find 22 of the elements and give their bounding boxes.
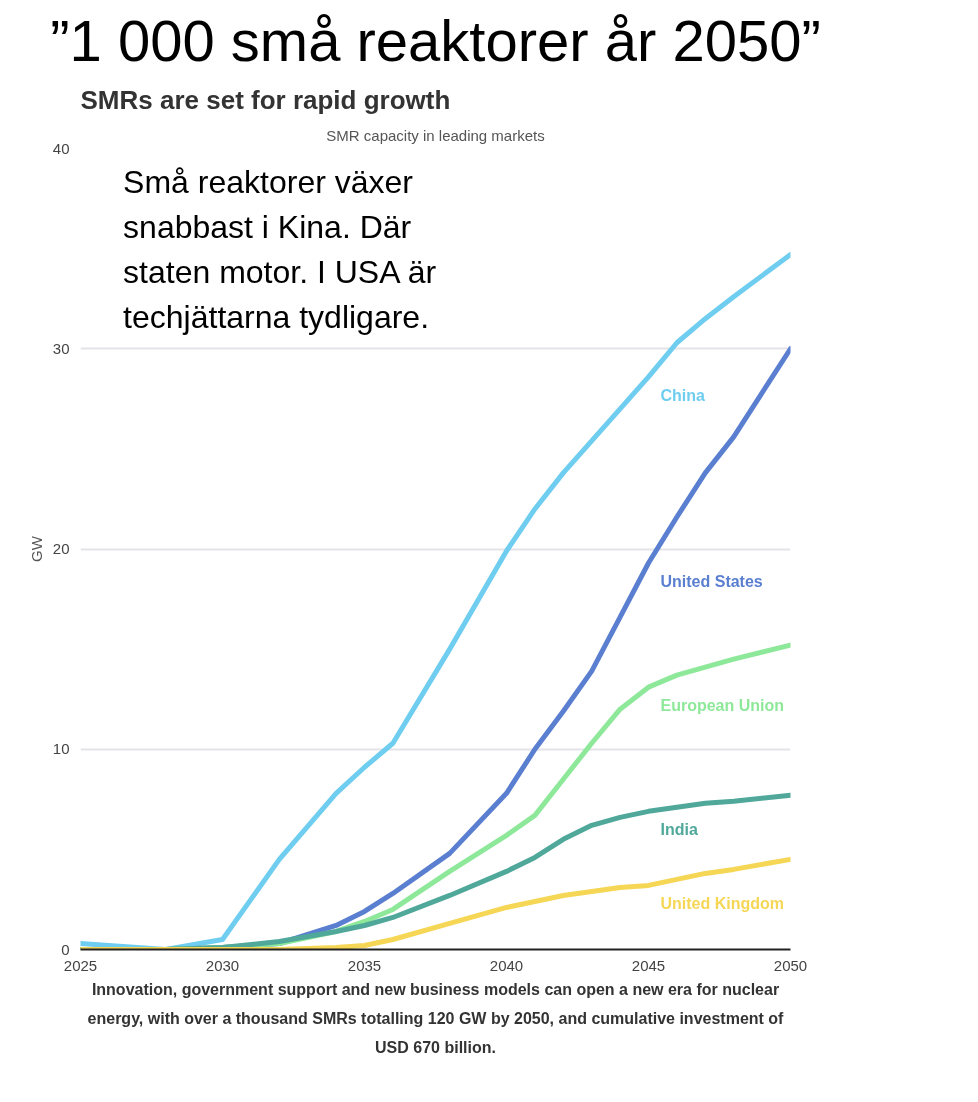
y-axis-title: GW <box>27 535 45 562</box>
y-tick-label: 30 <box>52 339 70 357</box>
y-tick-label: 40 <box>52 139 70 157</box>
text: SMR capacity in leading markets <box>326 126 545 144</box>
text: Innovation, government support and new business models can open a new era for nuclear energy, with over a thousand SMRs totalling 120 GW by 2050, and cumulative investment of USD 670 billion. <box>87 980 785 1056</box>
y-tick-label: 10 <box>52 740 70 758</box>
series-label: China <box>660 386 706 404</box>
chart-subtitle: SMRs are set for rapid growth <box>80 84 451 115</box>
y-tick-label: 0 <box>61 940 70 958</box>
x-tick-label: 2050 <box>773 956 808 974</box>
series-label: United States <box>660 573 763 591</box>
x-tick-label: 2025 <box>63 956 98 974</box>
x-tick-label: 2030 <box>205 956 240 974</box>
y-tick-label: 20 <box>52 540 70 557</box>
x-tick-label: 2045 <box>631 956 666 974</box>
series-label: United Kingdom <box>660 895 785 913</box>
chart-title: ”1 000 små reaktorer år 2050” <box>50 7 821 73</box>
series-label: India <box>660 821 698 839</box>
series-label: European Union <box>660 697 785 715</box>
x-tick-label: 2040 <box>489 956 524 974</box>
x-tick-label: 2035 <box>347 956 382 974</box>
annotation: Små reaktorer växer snabbast i Kina. Där staten motor. I USA är techjättarna tydligare. <box>123 163 437 335</box>
